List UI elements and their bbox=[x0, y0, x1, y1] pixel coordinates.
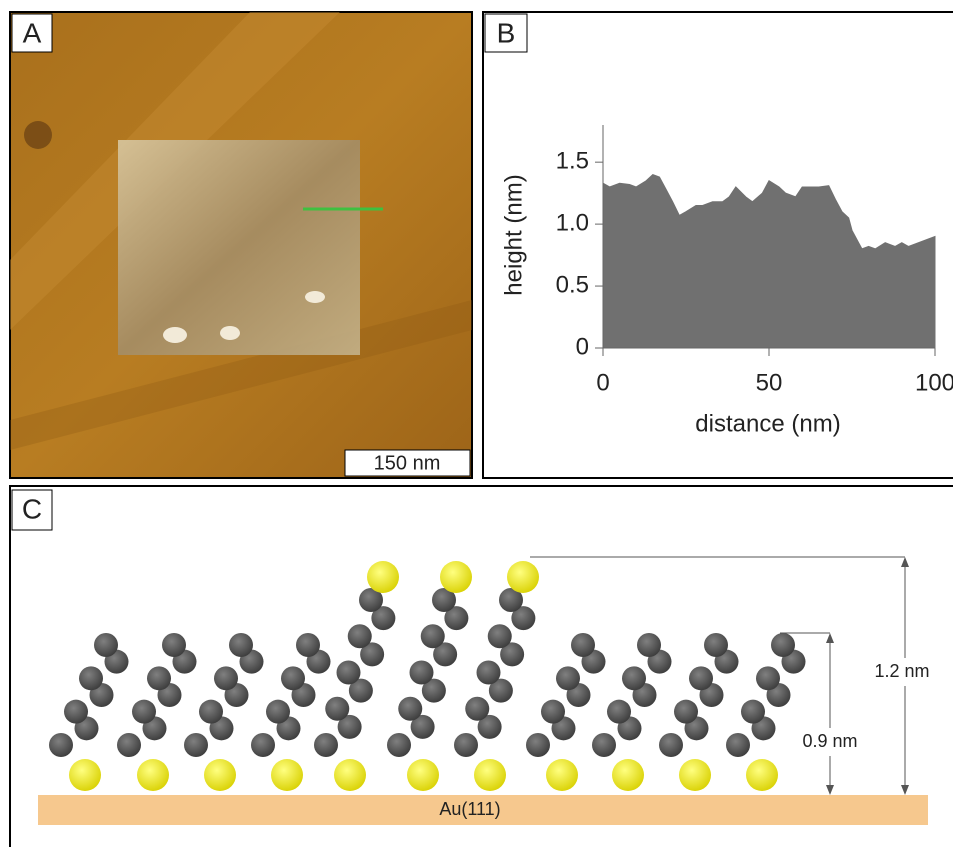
carbon-atom bbox=[607, 700, 631, 724]
carbon-atom bbox=[117, 733, 141, 757]
carbon-atom bbox=[199, 700, 223, 724]
dimension-label: 0.9 nm bbox=[802, 731, 857, 751]
panel-label: A bbox=[23, 17, 42, 48]
sulfur-atom bbox=[271, 759, 303, 791]
carbon-atom bbox=[726, 733, 750, 757]
y-tick-label: 0 bbox=[576, 333, 589, 360]
sulfur-atom bbox=[334, 759, 366, 791]
y-tick-label: 1.5 bbox=[556, 148, 589, 175]
sulfur-atom bbox=[679, 759, 711, 791]
carbon-atom bbox=[49, 733, 73, 757]
carbon-atom bbox=[741, 700, 765, 724]
carbon-atom bbox=[556, 666, 580, 690]
carbon-atom bbox=[337, 661, 361, 685]
scale-bar-label: 150 nm bbox=[374, 452, 441, 474]
carbon-atom bbox=[387, 733, 411, 757]
y-axis-label: height (nm) bbox=[500, 174, 527, 295]
carbon-atom bbox=[132, 700, 156, 724]
page: A 150 nm B distance (nm) height (nm) 0 0.… bbox=[0, 0, 953, 847]
y-tick-label: 1.0 bbox=[556, 209, 589, 236]
sulfur-atom bbox=[137, 759, 169, 791]
panel-label: C bbox=[22, 493, 42, 524]
carbon-atom bbox=[348, 624, 372, 648]
sulfur-atom bbox=[546, 759, 578, 791]
carbon-atom bbox=[398, 697, 422, 721]
carbon-atom bbox=[526, 733, 550, 757]
carbon-atom bbox=[251, 733, 275, 757]
substrate-label: Au(111) bbox=[439, 799, 500, 819]
carbon-atom bbox=[454, 733, 478, 757]
carbon-atom bbox=[756, 666, 780, 690]
carbon-atom bbox=[637, 633, 661, 657]
carbon-atom bbox=[64, 700, 88, 724]
carbon-atom bbox=[689, 666, 713, 690]
carbon-atom bbox=[421, 624, 445, 648]
x-tick-label: 100 bbox=[915, 369, 953, 396]
x-axis-label: distance (nm) bbox=[695, 410, 840, 437]
carbon-atom bbox=[214, 666, 238, 690]
x-tick-label: 0 bbox=[596, 369, 609, 396]
figure: A 150 nm B distance (nm) height (nm) 0 0.… bbox=[0, 0, 953, 847]
carbon-atom bbox=[465, 697, 489, 721]
carbon-atom bbox=[571, 633, 595, 657]
afm-defect bbox=[24, 121, 52, 149]
carbon-atom bbox=[281, 666, 305, 690]
carbon-atom bbox=[477, 661, 501, 685]
sulfur-atom bbox=[407, 759, 439, 791]
carbon-atom bbox=[314, 733, 338, 757]
carbon-atom bbox=[674, 700, 698, 724]
x-tick-label: 50 bbox=[756, 369, 783, 396]
carbon-atom bbox=[659, 733, 683, 757]
carbon-atom bbox=[266, 700, 290, 724]
sulfur-atom bbox=[474, 759, 506, 791]
carbon-atom bbox=[488, 624, 512, 648]
head-group bbox=[367, 561, 399, 593]
panel-label: B bbox=[497, 17, 516, 48]
carbon-atom bbox=[296, 633, 320, 657]
carbon-atom bbox=[79, 666, 103, 690]
carbon-atom bbox=[147, 666, 171, 690]
afm-feature bbox=[305, 291, 325, 303]
carbon-atom bbox=[704, 633, 728, 657]
head-group bbox=[440, 561, 472, 593]
sulfur-atom bbox=[69, 759, 101, 791]
carbon-atom bbox=[184, 733, 208, 757]
afm-feature bbox=[220, 326, 240, 340]
y-tick-label: 0.5 bbox=[556, 271, 589, 298]
sulfur-atom bbox=[204, 759, 236, 791]
carbon-atom bbox=[771, 633, 795, 657]
carbon-atom bbox=[410, 661, 434, 685]
dimension-label: 1.2 nm bbox=[874, 661, 929, 681]
afm-feature bbox=[163, 327, 187, 343]
afm-patch bbox=[118, 140, 360, 355]
carbon-atom bbox=[94, 633, 118, 657]
carbon-atom bbox=[162, 633, 186, 657]
sulfur-atom bbox=[612, 759, 644, 791]
carbon-atom bbox=[541, 700, 565, 724]
carbon-atom bbox=[325, 697, 349, 721]
carbon-atom bbox=[229, 633, 253, 657]
sulfur-atom bbox=[746, 759, 778, 791]
carbon-atom bbox=[622, 666, 646, 690]
carbon-atom bbox=[592, 733, 616, 757]
head-group bbox=[507, 561, 539, 593]
